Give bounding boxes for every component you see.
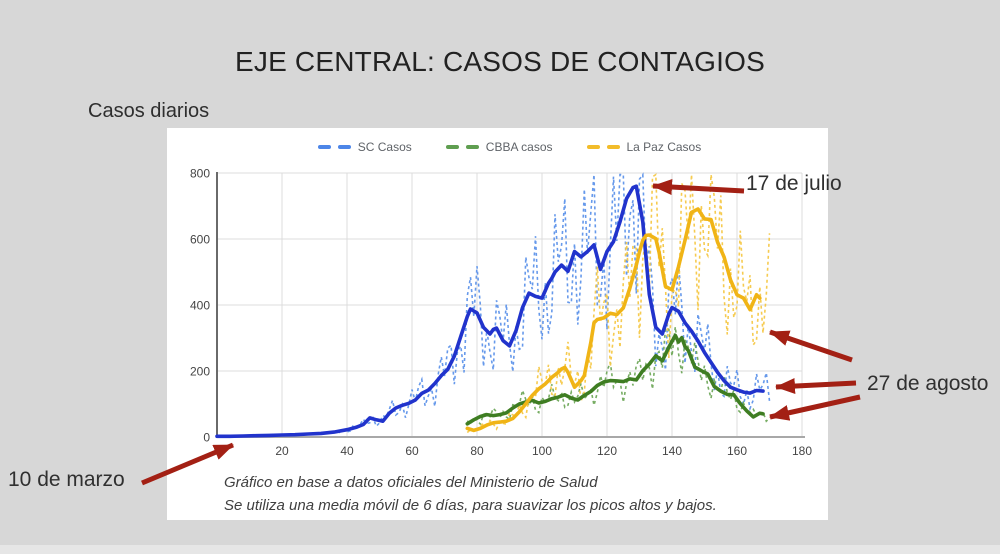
svg-text:0: 0 (203, 431, 210, 445)
chart-legend: SC Casos CBBA casos La Paz Casos (217, 136, 802, 158)
annotation-end-date: 27 de agosto (867, 372, 989, 395)
legend-label: SC Casos (357, 140, 412, 154)
legend-dash-icon (337, 145, 351, 149)
slide-bottom-strip (0, 545, 1000, 554)
svg-text:60: 60 (405, 444, 419, 458)
legend-item-sc-casos: SC Casos (317, 140, 412, 154)
legend-dash-icon (317, 145, 331, 149)
svg-text:40: 40 (340, 444, 354, 458)
svg-text:800: 800 (190, 167, 210, 181)
legend-item-cbba-casos: CBBA casos (445, 140, 553, 154)
legend-dash-icon (606, 145, 620, 149)
svg-text:600: 600 (190, 233, 210, 247)
chart-panel: 0 200 400 600 800 20 40 60 80 100 120 140 160 180 SC … (167, 128, 828, 520)
svg-text:180: 180 (792, 444, 812, 458)
source-note: Gráfico en base a datos oficiales del Mi… (224, 471, 717, 517)
svg-text:120: 120 (597, 444, 617, 458)
svg-text:200: 200 (190, 365, 210, 379)
svg-text:400: 400 (190, 299, 210, 313)
svg-text:140: 140 (662, 444, 682, 458)
legend-label: La Paz Casos (626, 140, 702, 154)
annotation-peak-date: 17 de julio (746, 172, 842, 195)
legend-dash-icon (445, 145, 459, 149)
annotation-start-date: 10 de marzo (8, 468, 125, 491)
source-note-line2: Se utiliza una media móvil de 6 días, pa… (224, 497, 717, 514)
y-axis-caption: Casos diarios (88, 100, 210, 122)
svg-text:160: 160 (727, 444, 747, 458)
legend-dash-icon (586, 145, 600, 149)
legend-label: CBBA casos (485, 140, 553, 154)
legend-item-la-paz-casos: La Paz Casos (586, 140, 702, 154)
svg-text:80: 80 (470, 444, 484, 458)
line-chart: 0 200 400 600 800 20 40 60 80 100 120 140 160 180 (190, 167, 812, 459)
svg-text:100: 100 (532, 444, 552, 458)
source-note-line1: Gráfico en base a datos oficiales del Mi… (224, 474, 598, 491)
legend-dash-icon (465, 145, 479, 149)
svg-text:20: 20 (275, 444, 289, 458)
page-title: EJE CENTRAL: CASOS DE CONTAGIOS (235, 46, 765, 77)
